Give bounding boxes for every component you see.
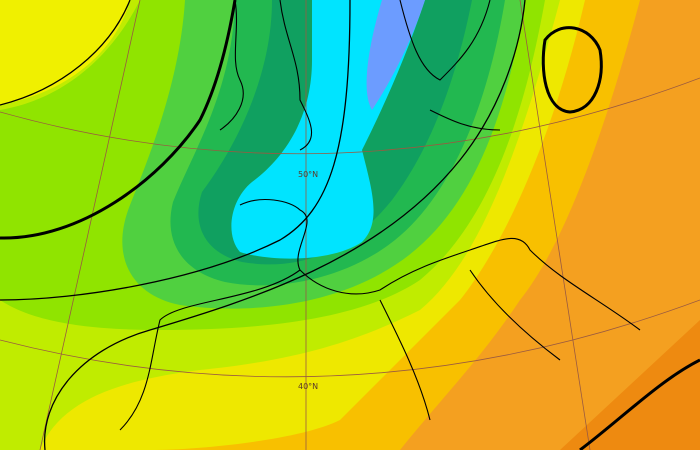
isobar xyxy=(541,26,603,114)
latitude-line xyxy=(0,299,700,378)
isobar xyxy=(0,0,131,106)
latitude-label: 40°N xyxy=(298,382,318,391)
meridian-lines xyxy=(39,0,591,450)
isobar xyxy=(0,0,237,240)
coastline xyxy=(399,0,501,131)
coastline xyxy=(119,0,641,431)
isobar xyxy=(579,358,700,450)
latitude-label: 50°N xyxy=(298,170,318,179)
latitude-line xyxy=(0,77,700,155)
field-dark-orange xyxy=(560,320,700,450)
isobar xyxy=(0,0,351,301)
field-blue xyxy=(366,0,425,110)
field-yellow-corner xyxy=(0,0,130,105)
isobar xyxy=(43,0,526,450)
